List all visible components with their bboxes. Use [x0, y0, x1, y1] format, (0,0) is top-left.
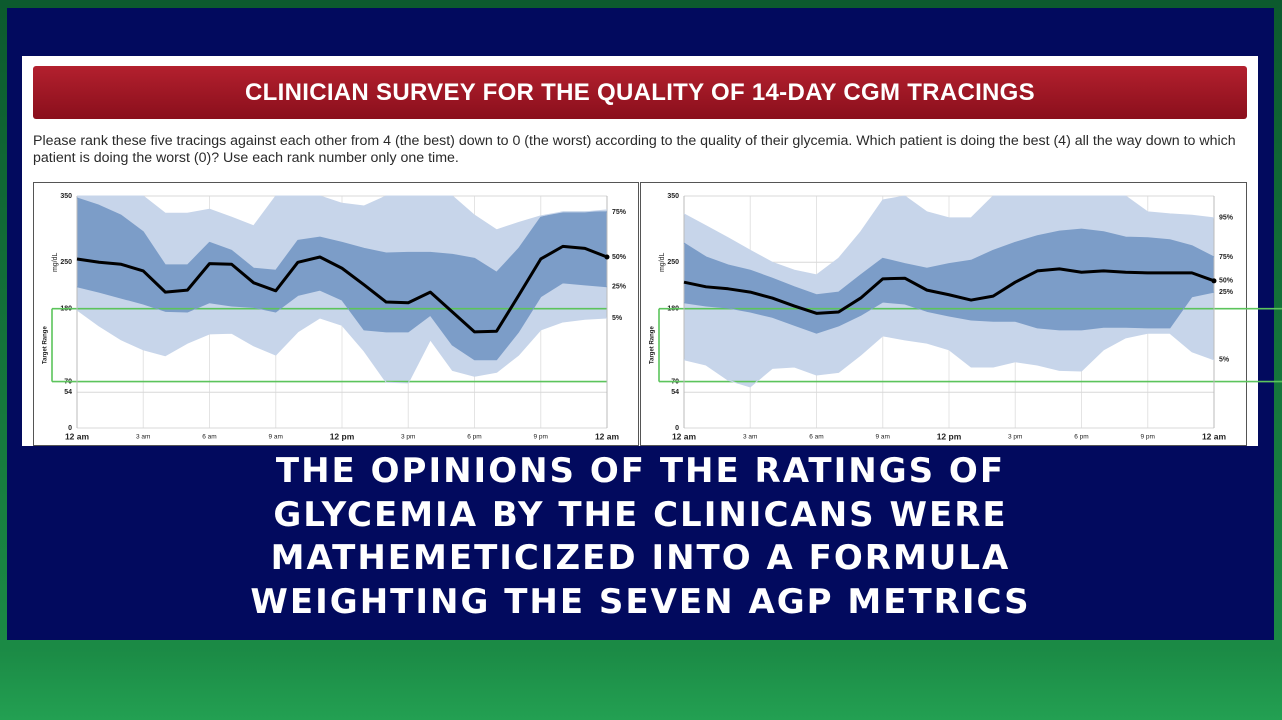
x-tick-label: 3 am: [136, 434, 150, 441]
x-tick-label: 12 am: [595, 431, 620, 441]
survey-instructions: Please rank these five tracings against …: [33, 133, 1236, 166]
x-tick-label: 6 am: [809, 434, 823, 441]
x-tick-label: 12 am: [1202, 431, 1227, 441]
caption-line: THE OPINIONS OF THE RATINGS OF: [275, 451, 1006, 491]
x-tick-label: 9 pm: [1141, 434, 1155, 441]
x-tick-label: 6 am: [202, 434, 216, 441]
y-tick-label: 0: [68, 425, 72, 432]
y-tick-label: 350: [60, 193, 72, 200]
x-tick-label: 6 pm: [1074, 434, 1088, 441]
y-tick-label: 250: [667, 259, 679, 266]
y-tick-label: 54: [64, 389, 72, 396]
percentile-label: 50%: [1219, 278, 1234, 285]
caption-line: GLYCEMIA BY THE CLINICANS WERE: [273, 494, 1008, 535]
median-line: [683, 267, 1215, 315]
x-tick-label: 12 pm: [937, 431, 962, 441]
x-tick-label: 3 pm: [401, 434, 415, 441]
percentile-label: 75%: [612, 209, 627, 216]
caption-line: MATHEMETICIZED INTO A FORMULA: [270, 538, 1011, 578]
x-tick-label: 12 am: [65, 431, 90, 441]
survey-title: CLINICIAN SURVEY FOR THE QUALITY OF 14-D…: [33, 66, 1247, 119]
x-tick-label: 6 pm: [467, 434, 481, 441]
percentile-label: 5%: [612, 315, 623, 322]
percentile-label: 25%: [612, 284, 627, 291]
percentile-line: [683, 228, 1215, 296]
y-tick-label: 54: [671, 389, 679, 396]
x-tick-label: 9 pm: [534, 434, 548, 441]
percentile-line: [76, 282, 608, 361]
percentile-band: [684, 229, 1214, 334]
percentile-label: 95%: [1219, 215, 1234, 222]
target-label: Target Range: [43, 326, 49, 365]
y-axis-label: mg/dL: [52, 252, 59, 272]
x-tick-label: 3 am: [743, 434, 757, 441]
median-end: [604, 254, 610, 260]
percentile-band: [77, 197, 607, 360]
percentile-label: 75%: [1219, 254, 1234, 261]
y-tick-label: 0: [675, 425, 679, 432]
percentile-line: [76, 309, 608, 384]
x-tick-label: 9 am: [269, 434, 283, 441]
y-axis-label: mg/dL: [659, 252, 666, 272]
y-tick-label: 350: [667, 193, 679, 200]
percentile-line: [683, 291, 1215, 334]
y-tick-label: 250: [60, 259, 72, 266]
percentile-label: 5%: [1219, 357, 1230, 364]
median-end: [1211, 278, 1217, 284]
caption-line: WEIGHTING THE SEVEN AGP METRICS: [250, 581, 1031, 622]
target-label: Target Range: [650, 326, 656, 365]
percentile-label: 25%: [1219, 289, 1234, 296]
percentile-line: [683, 195, 1215, 276]
caption: THE OPINIONS OF THE RATINGS OF GLYCEMIA …: [7, 450, 1274, 624]
percentile-label: 50%: [612, 254, 627, 261]
x-tick-label: 3 pm: [1008, 434, 1022, 441]
percentile-line: [683, 332, 1215, 388]
median-line: [76, 244, 608, 334]
percentile-line: [77, 195, 608, 231]
x-tick-label: 12 am: [672, 431, 697, 441]
x-tick-label: 12 pm: [330, 431, 355, 441]
x-tick-label: 9 am: [876, 434, 890, 441]
percentile-line: [76, 197, 607, 273]
